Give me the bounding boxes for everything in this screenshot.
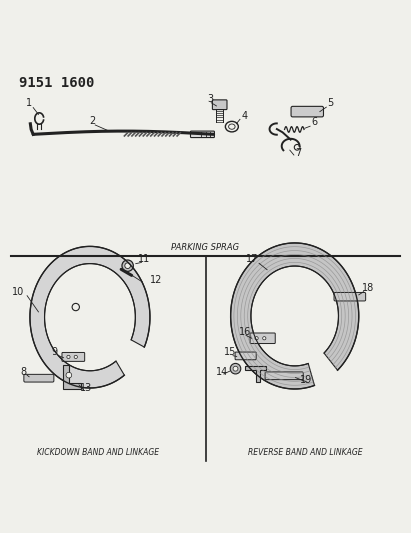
Text: 17: 17 [246, 254, 259, 264]
FancyBboxPatch shape [250, 333, 275, 344]
Circle shape [74, 356, 77, 359]
Text: 18: 18 [362, 283, 374, 293]
Circle shape [67, 356, 70, 359]
Text: 8: 8 [20, 367, 26, 377]
FancyBboxPatch shape [212, 100, 227, 110]
Circle shape [263, 337, 266, 340]
Text: 9151 1600: 9151 1600 [19, 76, 95, 90]
Text: 9: 9 [52, 347, 58, 357]
Text: KICKDOWN BAND AND LINKAGE: KICKDOWN BAND AND LINKAGE [37, 448, 159, 457]
Text: 12: 12 [150, 274, 162, 285]
Text: REVERSE BAND AND LINKAGE: REVERSE BAND AND LINKAGE [247, 448, 362, 457]
Circle shape [125, 263, 131, 269]
FancyBboxPatch shape [265, 372, 303, 379]
FancyBboxPatch shape [191, 131, 215, 138]
Text: 7: 7 [296, 148, 302, 158]
Polygon shape [231, 243, 359, 389]
Text: 19: 19 [300, 375, 312, 385]
Polygon shape [245, 366, 266, 382]
Text: 16: 16 [239, 327, 252, 337]
FancyBboxPatch shape [62, 352, 85, 361]
Circle shape [233, 366, 238, 371]
Text: 3: 3 [207, 94, 213, 104]
FancyBboxPatch shape [291, 107, 323, 117]
Circle shape [230, 364, 241, 374]
Text: 13: 13 [80, 383, 92, 393]
Polygon shape [63, 365, 81, 389]
FancyBboxPatch shape [334, 293, 366, 301]
Text: 10: 10 [12, 287, 24, 297]
Text: 1: 1 [26, 99, 32, 108]
Polygon shape [30, 246, 150, 388]
Circle shape [66, 373, 72, 378]
Text: 2: 2 [89, 116, 95, 126]
Text: 11: 11 [138, 254, 150, 264]
Text: 6: 6 [312, 117, 318, 127]
Circle shape [72, 303, 79, 311]
Circle shape [122, 260, 133, 271]
Text: 4: 4 [241, 110, 247, 120]
Text: 15: 15 [224, 347, 237, 357]
Text: PARKING SPRAG: PARKING SPRAG [171, 243, 240, 252]
Text: 5: 5 [327, 98, 333, 108]
Text: 14: 14 [217, 367, 229, 377]
FancyBboxPatch shape [235, 352, 256, 360]
FancyBboxPatch shape [24, 374, 54, 382]
Circle shape [255, 337, 258, 340]
